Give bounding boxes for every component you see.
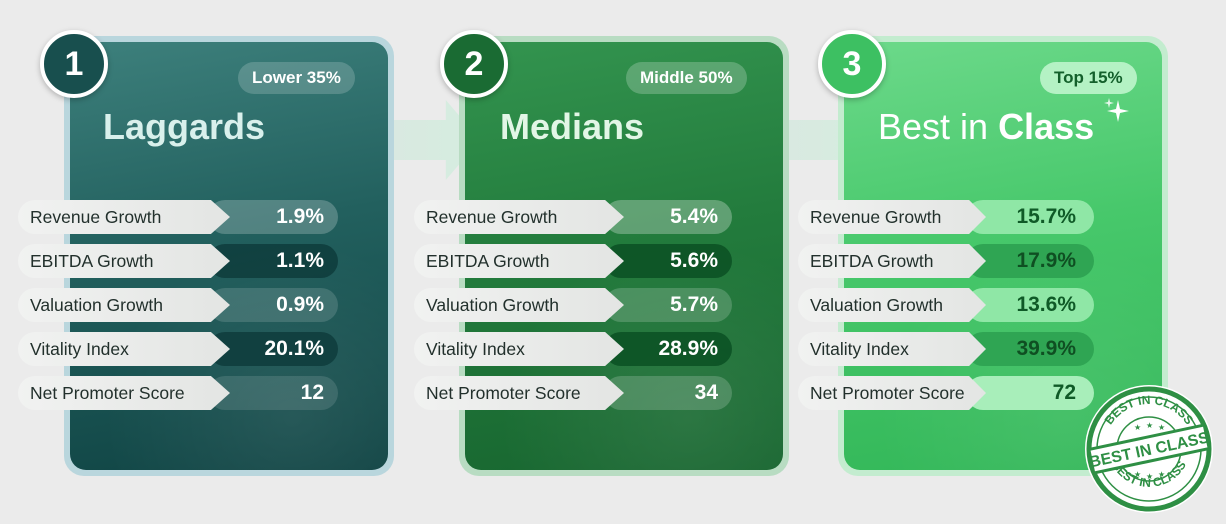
step-number-3: 3	[818, 30, 886, 98]
metric-label: EBITDA Growth	[414, 244, 624, 278]
metric-value: 1.9%	[276, 205, 324, 228]
card-title-bold: Class	[998, 106, 1095, 147]
metric-label: EBITDA Growth	[18, 244, 230, 278]
metric-row: Revenue Growth 15.7%	[798, 200, 1128, 234]
svg-text:★: ★	[1158, 423, 1165, 432]
metric-label: Vitality Index	[18, 332, 230, 366]
metric-value: 28.9%	[658, 337, 718, 360]
metric-row: Valuation Growth 5.7%	[414, 288, 744, 322]
metric-value: 39.9%	[1016, 337, 1076, 360]
metric-value: 5.6%	[670, 249, 718, 272]
metric-label: Vitality Index	[798, 332, 986, 366]
metric-value: 5.4%	[670, 205, 718, 228]
metric-row: Net Promoter Score 72	[798, 376, 1128, 410]
svg-text:★: ★	[1158, 470, 1165, 479]
card-title-prefix: Best in	[878, 106, 999, 147]
metric-row: Vitality Index 28.9%	[414, 332, 744, 366]
metric-value-pill	[966, 332, 1094, 366]
card-title-best-in-class: Best in Class	[878, 106, 1094, 148]
metric-row: Valuation Growth 0.9%	[18, 288, 348, 322]
metric-value-pill	[966, 376, 1094, 410]
metric-row: Vitality Index 20.1%	[18, 332, 348, 366]
metric-label: Valuation Growth	[414, 288, 624, 322]
metric-value: 34	[694, 381, 718, 404]
tier-badge-best-in-class: Top 15%	[1040, 62, 1137, 94]
metric-row: Net Promoter Score 34	[414, 376, 744, 410]
metric-value-pill	[604, 332, 732, 366]
metric-row: Revenue Growth 1.9%	[18, 200, 348, 234]
metric-row: EBITDA Growth 1.1%	[18, 244, 348, 278]
metric-row: Net Promoter Score 12	[18, 376, 348, 410]
sparkle-icon	[1104, 98, 1129, 122]
metric-label: Net Promoter Score	[414, 376, 624, 410]
step-number-1: 1	[40, 30, 108, 98]
metric-label: Net Promoter Score	[798, 376, 986, 410]
svg-text:★: ★	[1134, 423, 1141, 432]
metric-row: EBITDA Growth 5.6%	[414, 244, 744, 278]
metric-label: EBITDA Growth	[798, 244, 986, 278]
metric-value: 12	[300, 381, 324, 404]
metric-label: Vitality Index	[414, 332, 624, 366]
metric-value: 0.9%	[276, 293, 324, 316]
metric-value: 13.6%	[1016, 293, 1076, 316]
tier-badge-laggards: Lower 35%	[238, 62, 355, 94]
metric-label: Net Promoter Score	[18, 376, 230, 410]
metric-value-pill	[966, 288, 1094, 322]
svg-text:★: ★	[1146, 472, 1153, 481]
metric-value-pill	[604, 200, 732, 234]
metric-value-pill	[604, 244, 732, 278]
metric-value: 15.7%	[1016, 205, 1076, 228]
metric-value-pill	[604, 376, 732, 410]
metric-label: Valuation Growth	[798, 288, 986, 322]
step-number-2: 2	[440, 30, 508, 98]
metric-value: 17.9%	[1016, 249, 1076, 272]
metric-label: Revenue Growth	[18, 200, 230, 234]
svg-text:★: ★	[1146, 421, 1153, 430]
metric-value: 1.1%	[276, 249, 324, 272]
tier-badge-medians: Middle 50%	[626, 62, 747, 94]
metric-row: EBITDA Growth 17.9%	[798, 244, 1128, 278]
card-title-laggards: Laggards	[103, 106, 266, 147]
metric-row: Valuation Growth 13.6%	[798, 288, 1128, 322]
metric-row: Revenue Growth 5.4%	[414, 200, 744, 234]
metric-value-pill	[966, 200, 1094, 234]
metric-value: 5.7%	[670, 293, 718, 316]
card-title-medians: Medians	[500, 106, 645, 147]
metric-value-pill	[966, 244, 1094, 278]
metric-value: 72	[1052, 381, 1076, 404]
metric-row: Vitality Index 39.9%	[798, 332, 1128, 366]
metric-value-pill	[604, 288, 732, 322]
best-in-class-stamp-icon: BEST IN CLASS BEST IN CLASS BEST IN CLAS…	[1085, 385, 1213, 513]
metric-label: Revenue Growth	[798, 200, 986, 234]
metric-label: Revenue Growth	[414, 200, 624, 234]
svg-text:★: ★	[1134, 470, 1141, 479]
metric-value: 20.1%	[264, 337, 324, 360]
metric-label: Valuation Growth	[18, 288, 230, 322]
